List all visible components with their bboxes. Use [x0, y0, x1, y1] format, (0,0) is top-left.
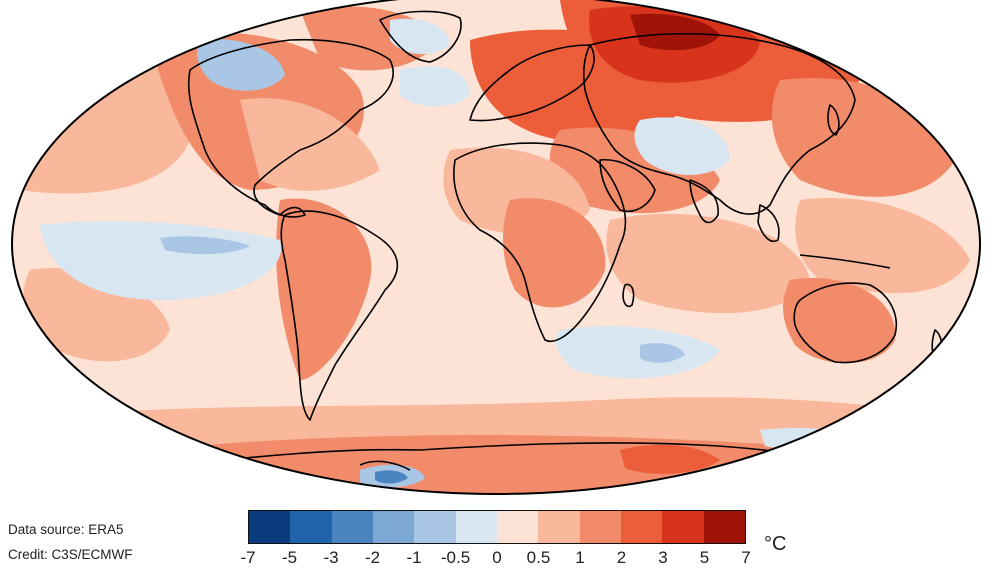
- globe-outline: [11, 0, 981, 495]
- colorbar: [248, 510, 746, 544]
- arabia-coast: [599, 159, 656, 212]
- credit-label: Credit: C3S/ECMWF: [8, 547, 133, 562]
- greenland-coast: [379, 10, 462, 63]
- data-source-label: Data source: ERA5: [8, 522, 124, 537]
- cool-patch-south-atlantic: [555, 326, 720, 379]
- coastlines: [149, 10, 943, 471]
- colorbar-swatch-10: [662, 511, 704, 543]
- colorbar-tick-label: 3: [658, 548, 668, 567]
- temperature-anomaly-map: [11, 0, 981, 495]
- antarctic-peninsula-coast: [359, 460, 411, 471]
- warm-peak-siberia: [630, 13, 720, 51]
- cool-patch-greenland-sea: [390, 18, 450, 55]
- colorbar-swatch-4: [414, 511, 456, 543]
- colorbar-tick-label: -1: [406, 548, 422, 567]
- asia-coast: [583, 32, 856, 215]
- colorbar-swatch-6: [496, 511, 539, 543]
- colorbar-swatch-1: [290, 511, 332, 543]
- europe-coast: [469, 44, 595, 122]
- colorbar-swatch-8: [579, 511, 621, 543]
- colorbar-tick-label: 5: [699, 548, 710, 567]
- warm-core-antarctica: [620, 444, 720, 474]
- colorbar-tick-label: 1: [575, 548, 585, 567]
- india-coast: [689, 179, 719, 224]
- colorbar-tick-label: -2: [364, 548, 381, 567]
- colorbar-tick-label: 0.5: [526, 548, 551, 567]
- warm-band-australia: [783, 278, 896, 364]
- cool-patch-canada: [197, 39, 285, 91]
- north-america-coast: [187, 38, 394, 218]
- japan-coast: [827, 104, 840, 136]
- australia-coast: [793, 282, 897, 364]
- warm-band-maritime-continent: [795, 198, 970, 294]
- warm-band-east-asia: [771, 78, 960, 197]
- cool-core-drake-passage: [375, 470, 408, 484]
- warm-band-tropical-africa: [503, 198, 606, 308]
- colorbar-tick-label: -0.5: [440, 548, 471, 567]
- colorbar-tick-label: 7: [741, 548, 751, 567]
- warm-band-south-america: [276, 198, 372, 380]
- colorbar-tick-labels: -7 -5 -3 -2 -1 -0.5 0 0.5 1 2 3 5 7: [240, 548, 750, 574]
- cool-core-tropical-pacific: [160, 236, 250, 255]
- colorbar-tick-label: -3: [323, 548, 339, 567]
- colorbar-swatch-2: [331, 511, 373, 543]
- colorbar-tick-label: -5: [281, 548, 298, 567]
- colorbar-tick-label: 0: [492, 548, 502, 567]
- colorbar-swatch-3: [372, 511, 415, 543]
- indochina-coast: [757, 204, 780, 242]
- colorbar-swatch-11: [703, 511, 745, 543]
- unit-label: °C: [764, 533, 787, 555]
- indonesia-coast: [799, 254, 891, 269]
- warm-band-indian-ocean: [606, 213, 810, 314]
- cool-core-south-atlantic: [640, 343, 685, 363]
- colorbar-tick-label: -7: [240, 548, 256, 567]
- africa-coast: [453, 142, 627, 342]
- colorbar-tick-label: 2: [616, 548, 627, 567]
- cool-patch-tibet: [634, 117, 730, 175]
- anomaly-field: [12, 0, 980, 494]
- south-america-coast: [280, 210, 399, 421]
- colorbar-swatch-5: [455, 511, 497, 543]
- madagascar-coast: [622, 283, 635, 307]
- colorbar-swatch-9: [620, 511, 663, 543]
- colorbar-swatch-0: [249, 511, 291, 543]
- colorbar-swatch-7: [538, 511, 580, 543]
- cool-patch-north-atlantic: [400, 66, 470, 107]
- cool-patch-southern-indian: [760, 428, 860, 450]
